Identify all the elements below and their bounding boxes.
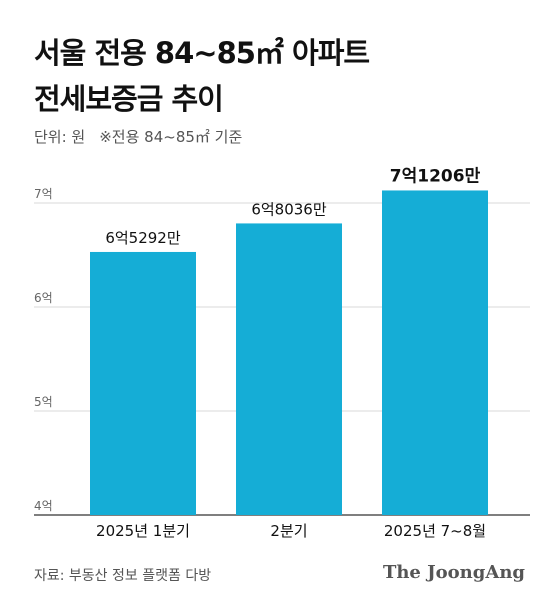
unit-note: 단위: 원 bbox=[34, 128, 86, 146]
source-note: 자료: 부동산 정보 플랫폼 다방 bbox=[34, 568, 212, 584]
data-label: 7억1206만 bbox=[390, 166, 481, 186]
bar bbox=[90, 251, 196, 515]
y-tick-label: 7억 bbox=[34, 187, 53, 201]
chart-title-line-2: 전세보증금 추이 bbox=[34, 82, 224, 116]
chart-title-line-1: 서울 전용 84~85㎡ 아파트 bbox=[34, 36, 370, 70]
x-tick-label: 2분기 bbox=[270, 522, 307, 540]
data-label: 6억8036만 bbox=[251, 200, 327, 218]
scope-note: ※전용 84~85㎡ 기준 bbox=[99, 128, 243, 146]
chart-title: 서울 전용 84~85㎡ 아파트 전세보증금 추이 bbox=[34, 30, 370, 122]
data-label: 6억5292만 bbox=[105, 229, 181, 247]
x-tick-label: 2025년 1분기 bbox=[96, 522, 190, 540]
bar bbox=[236, 223, 342, 515]
chart-notes: 단위: 원 ※전용 84~85㎡ 기준 bbox=[34, 126, 256, 147]
x-tick-label: 2025년 7~8월 bbox=[384, 522, 486, 540]
brand-logo: The JoongAng bbox=[382, 562, 525, 583]
y-tick-label: 6억 bbox=[34, 291, 53, 305]
y-tick-label: 4억 bbox=[34, 499, 53, 513]
y-tick-label: 5억 bbox=[34, 395, 53, 409]
bar bbox=[382, 190, 488, 516]
